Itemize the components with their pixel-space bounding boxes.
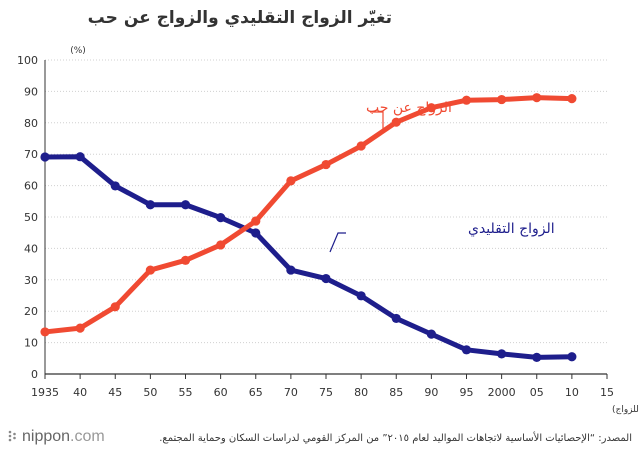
y-tick-label: 90 [24, 85, 38, 98]
love-data-point [497, 94, 507, 105]
x-tick-label: 85 [389, 386, 403, 399]
traditional-data-point [426, 329, 436, 339]
source-note: المصدر: “الإحصائيات الأساسية لاتجاهات ال… [159, 433, 632, 444]
love-label-leader [370, 111, 384, 130]
x-tick-label: 75 [319, 386, 333, 399]
y-tick-label: 70 [24, 148, 38, 161]
traditional-data-point [110, 181, 120, 191]
nippon-logo: nippon.com [8, 428, 105, 446]
x-tick-label: 40 [73, 386, 87, 399]
traditional-data-point [251, 228, 261, 238]
x-tick-label: 10 [565, 386, 579, 399]
chart-title: تغيّر الزواج التقليدي والزواج عن حب [87, 8, 392, 28]
love-data-point [216, 240, 226, 250]
x-tick-label: 70 [284, 386, 298, 399]
logo-dots-icon [8, 430, 16, 442]
traditional-data-point [321, 273, 331, 284]
traditional-series-label: الزواج التقليدي [468, 221, 555, 237]
traditional-data-point [216, 213, 226, 223]
y-tick-label: 20 [24, 305, 38, 318]
x-tick-label: 15 [600, 386, 614, 399]
love-data-point [356, 141, 366, 151]
x-axis-label: (السنوات التتابعية للزواج) [612, 405, 640, 415]
traditional-data-point [40, 152, 50, 162]
love-data-point [145, 265, 155, 275]
y-tick-label: 50 [24, 211, 38, 224]
y-tick-label: 0 [31, 368, 38, 381]
traditional-data-point [180, 200, 191, 210]
traditional-data-point [461, 345, 472, 355]
x-tick-label: 65 [249, 386, 263, 399]
y-tick-label: 60 [24, 180, 38, 193]
traditional-data-point [356, 291, 366, 301]
x-tick-label: 90 [424, 386, 438, 399]
love-data-point [75, 323, 85, 333]
logo-suffix: .com [70, 428, 105, 445]
traditional-data-point [497, 349, 507, 359]
traditional-data-point [286, 265, 296, 275]
traditional-data-point [391, 313, 401, 324]
x-tick-label: 95 [460, 386, 474, 399]
love-data-point [532, 93, 542, 103]
x-tick-label: 50 [143, 386, 157, 399]
love-data-point [286, 176, 296, 186]
x-tick-label: 45 [108, 386, 122, 399]
x-tick-label: 2000 [488, 386, 516, 399]
love-data-point [391, 117, 401, 127]
series-layer [40, 93, 577, 362]
love-series-line [42, 95, 575, 335]
love-data-point [251, 216, 261, 226]
y-tick-label: 100 [17, 54, 38, 67]
x-tick-label: 05 [530, 386, 544, 399]
traditional-data-point [75, 152, 85, 162]
traditional-label-leader [329, 232, 346, 253]
label-layer: الزواج عن حب الزواج التقليدي [329, 100, 555, 253]
love-series-label: الزواج عن حب [366, 100, 452, 116]
grid-layer [45, 59, 607, 344]
y-tick-label: 80 [24, 117, 38, 130]
traditional-data-point [145, 200, 155, 210]
x-tick-label: 55 [179, 386, 193, 399]
y-tick-label: 10 [24, 337, 38, 350]
logo-brand: nippon [22, 428, 71, 445]
love-data-point [180, 255, 191, 265]
love-data-point [110, 302, 120, 312]
x-tick-label: 60 [214, 386, 228, 399]
love-data-point [426, 103, 436, 113]
love-data-point [461, 95, 472, 105]
y-unit-label: (%) [70, 46, 86, 56]
x-tick-label: 1935 [31, 386, 59, 399]
y-tick-label: 40 [24, 242, 38, 255]
love-data-point [40, 327, 50, 337]
y-tick-label: 30 [24, 274, 38, 287]
love-data-point [567, 94, 577, 104]
traditional-data-point [567, 352, 577, 362]
axis-layer: 0 10 20 30 40 50 60 70 80 90 100 1935 40 45 50 55 60 65 70… [17, 54, 614, 399]
traditional-data-point [532, 352, 542, 362]
traditional-series-line [42, 154, 575, 360]
love-data-point [321, 159, 331, 170]
x-tick-label: 80 [354, 386, 368, 399]
